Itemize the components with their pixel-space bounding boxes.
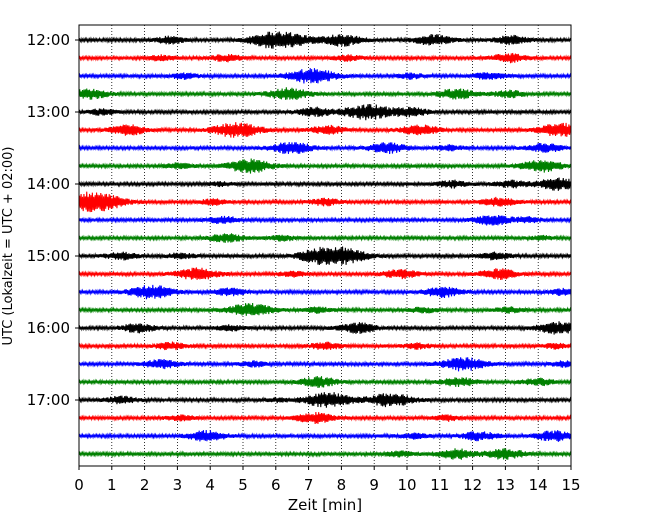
trace-line [78, 341, 572, 351]
trace-line [78, 31, 572, 49]
trace-line [78, 233, 572, 243]
x-tick-label: 3 [173, 476, 183, 494]
x-tick-label: 0 [74, 476, 84, 494]
trace-line [78, 142, 572, 154]
trace-line [78, 158, 572, 174]
x-axis: 0 1 2 3 4 5 6 7 8 9 10 11 12 13 14 15 [74, 466, 581, 494]
x-tick-label: 12 [463, 476, 482, 494]
trace-line [78, 357, 572, 372]
y-axis-label: UTC (Lokalzeit = UTC + 02:00) [1, 147, 16, 346]
plot-frame [78, 24, 572, 467]
x-axis-label: Zeit [min] [288, 496, 362, 514]
trace-line [78, 412, 572, 425]
seismic-traces [78, 31, 572, 460]
trace-line [78, 87, 572, 100]
trace-line [78, 284, 572, 300]
x-tick-label: 8 [337, 476, 347, 494]
y-tick-label: 14:00 [27, 175, 70, 193]
x-tick-label: 7 [304, 476, 314, 494]
x-tick-label: 4 [205, 476, 215, 494]
trace-line [78, 52, 572, 64]
x-tick-label: 5 [238, 476, 248, 494]
y-axis: 12:00 13:00 14:00 15:00 16:00 17:00 [27, 31, 79, 409]
trace-line [78, 267, 572, 280]
x-tick-label: 1 [107, 476, 117, 494]
trace-line [78, 122, 572, 138]
trace-line [78, 302, 572, 316]
trace-line [78, 430, 572, 442]
x-tick-label: 10 [397, 476, 416, 494]
trace-line [78, 104, 572, 121]
y-tick-label: 12:00 [27, 31, 70, 49]
trace-line [78, 246, 572, 265]
y-tick-label: 17:00 [27, 391, 70, 409]
x-tick-label: 13 [496, 476, 515, 494]
x-tick-label: 11 [430, 476, 449, 494]
trace-line [78, 376, 572, 388]
y-tick-label: 15:00 [27, 247, 70, 265]
x-tick-label: 2 [140, 476, 150, 494]
x-tick-label: 14 [529, 476, 548, 494]
trace-line [78, 392, 572, 408]
trace-line [78, 68, 572, 84]
y-tick-label: 13:00 [27, 103, 70, 121]
trace-line [78, 215, 572, 226]
x-tick-label: 6 [271, 476, 281, 494]
y-tick-label: 16:00 [27, 319, 70, 337]
trace-line [78, 191, 572, 213]
x-tick-label: 9 [369, 476, 379, 494]
x-tick-label: 15 [561, 476, 580, 494]
trace-line [78, 321, 572, 335]
trace-line [78, 177, 572, 191]
trace-line [78, 448, 572, 460]
